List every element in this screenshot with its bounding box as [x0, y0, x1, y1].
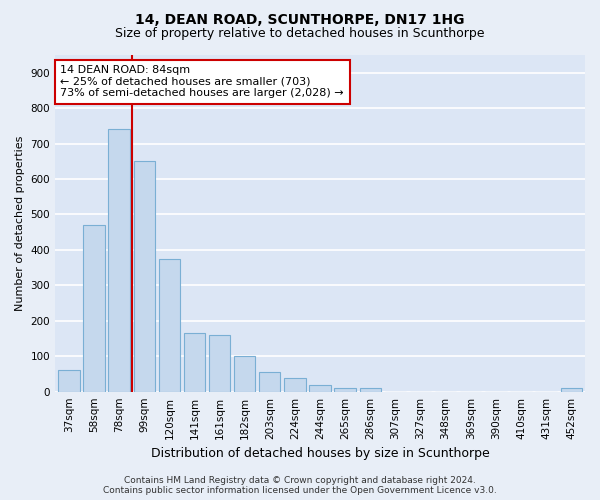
- Bar: [83, 225, 104, 392]
- Bar: [58, 370, 80, 392]
- Bar: [284, 378, 305, 392]
- Bar: [134, 162, 155, 392]
- Bar: [560, 388, 582, 392]
- Bar: [158, 259, 180, 392]
- Bar: [184, 333, 205, 392]
- Bar: [209, 335, 230, 392]
- Text: Contains HM Land Registry data © Crown copyright and database right 2024.
Contai: Contains HM Land Registry data © Crown c…: [103, 476, 497, 495]
- Bar: [334, 388, 356, 392]
- X-axis label: Distribution of detached houses by size in Scunthorpe: Distribution of detached houses by size …: [151, 447, 490, 460]
- Text: 14, DEAN ROAD, SCUNTHORPE, DN17 1HG: 14, DEAN ROAD, SCUNTHORPE, DN17 1HG: [135, 12, 465, 26]
- Bar: [109, 130, 130, 392]
- Text: 14 DEAN ROAD: 84sqm
← 25% of detached houses are smaller (703)
73% of semi-detac: 14 DEAN ROAD: 84sqm ← 25% of detached ho…: [61, 65, 344, 98]
- Bar: [310, 384, 331, 392]
- Y-axis label: Number of detached properties: Number of detached properties: [15, 136, 25, 311]
- Bar: [234, 356, 256, 392]
- Bar: [359, 388, 381, 392]
- Text: Size of property relative to detached houses in Scunthorpe: Size of property relative to detached ho…: [115, 28, 485, 40]
- Bar: [259, 372, 280, 392]
